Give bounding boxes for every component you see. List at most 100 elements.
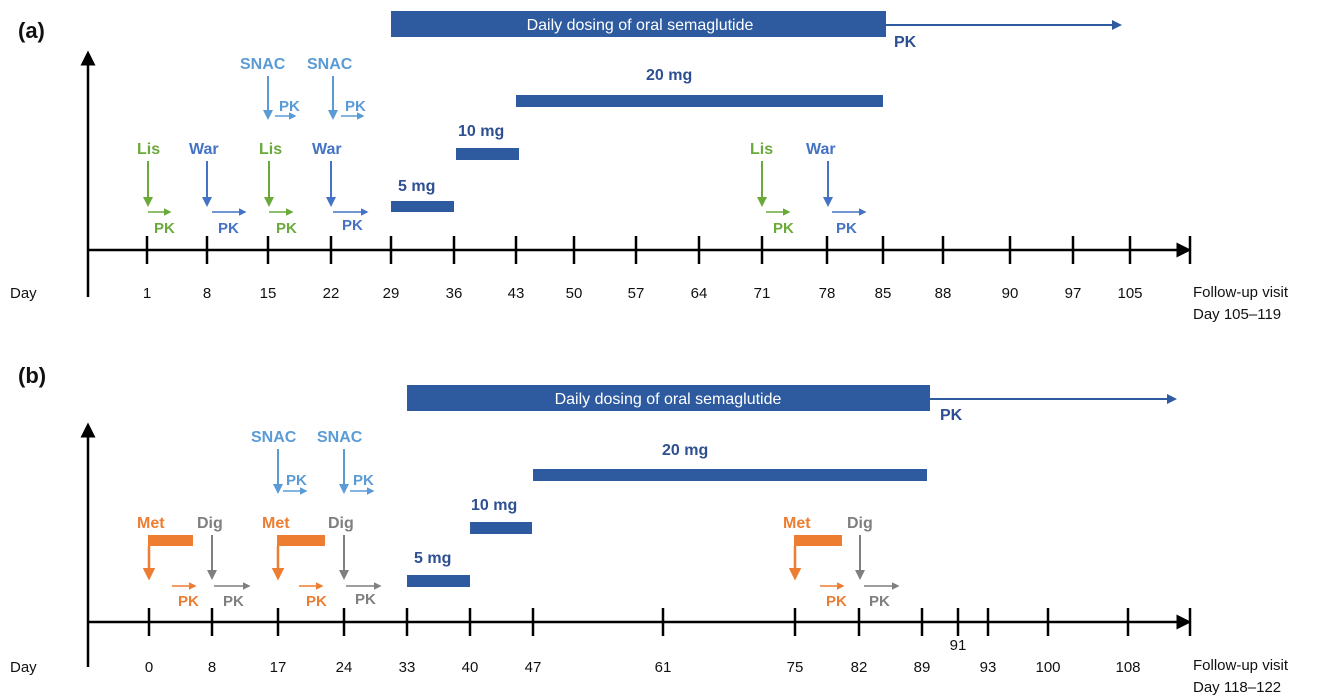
- panel-b-dose-5mg-bar: [407, 575, 470, 587]
- panel-b-tick-label: 40: [462, 659, 479, 676]
- panel-a-lis-label-3: Lis: [750, 141, 773, 158]
- panel-a-pk-label: PK: [894, 34, 917, 51]
- panel-a-tick-label: 57: [628, 285, 645, 302]
- panel-b-snac-label-1: SNAC: [251, 429, 297, 446]
- panel-a-snac-pk-label-2: PK: [345, 98, 366, 115]
- panel-a-tick-label: 29: [383, 285, 400, 302]
- panel-a-followup-line1: Follow-up visit: [1193, 284, 1289, 301]
- panel-a-snac-day22: SNAC PK: [307, 56, 366, 120]
- panel-b-tick-label: 61: [655, 659, 672, 676]
- panel-a-tick-label: 15: [260, 285, 277, 302]
- panel-b-snac-label-2: SNAC: [317, 429, 363, 446]
- panel-a-tick-label: 90: [1002, 285, 1019, 302]
- panel-a-tick-label: 88: [935, 285, 952, 302]
- panel-b-dig-pk-label-2: PK: [355, 591, 376, 608]
- panel-b-tick-label: 91: [950, 637, 967, 654]
- panel-b-dose-20mg-label: 20 mg: [662, 442, 708, 459]
- panel-a-war-label-2: War: [312, 141, 342, 158]
- panel-b-tick-label: 8: [208, 659, 216, 676]
- panel-b-dig-day82: Dig PK: [847, 515, 900, 610]
- panel-b-dig-label-3: Dig: [847, 515, 873, 532]
- panel-b-dig-pk-label-1: PK: [223, 593, 244, 610]
- panel-a-dose-5mg-label: 5 mg: [398, 178, 435, 195]
- panel-a-tick-label: 1: [143, 285, 151, 302]
- panel-a-lis-label-1: Lis: [137, 141, 160, 158]
- panel-b-snac-day24: SNAC PK: [317, 429, 375, 495]
- panel-b-day-label: Day: [10, 659, 37, 676]
- panel-a-snac-label-2: SNAC: [307, 56, 353, 73]
- panel-b-tick-label: 93: [980, 659, 997, 676]
- panel-b-dig-pk-label-3: PK: [869, 593, 890, 610]
- panel-b-met-pk-label-2: PK: [306, 593, 327, 610]
- panel-b-tick-label: 100: [1035, 659, 1060, 676]
- panel-a-lis-label-2: Lis: [259, 141, 282, 158]
- panel-b-followup-line1: Follow-up visit: [1193, 657, 1289, 674]
- panel-a-snac-day15: SNAC PK: [240, 56, 300, 120]
- panel-a-war-pk-label-2: PK: [342, 217, 363, 234]
- panel-a-dose-20mg-label: 20 mg: [646, 67, 692, 84]
- panel-a-tick-label: 105: [1117, 285, 1142, 302]
- panel-b-met-label-3: Met: [783, 515, 811, 532]
- panel-b: (b) 0 8 17 24 33 40 47 61 75 82 89 91 93 100 108 Day F…: [10, 363, 1289, 696]
- panel-a-dosing-bar: [391, 11, 886, 37]
- panel-b-dig-day24: Dig PK: [328, 515, 382, 608]
- panel-a-war-label-1: War: [189, 141, 219, 158]
- panel-a-lis-pk-label-3: PK: [773, 220, 794, 237]
- panel-a-tick-label: 71: [754, 285, 771, 302]
- panel-a-dose-10mg-label: 10 mg: [458, 123, 504, 140]
- panel-a-war-day22: War PK: [312, 141, 369, 234]
- panel-b-met-bar-1: [148, 535, 193, 546]
- panel-b-tick-label: 108: [1115, 659, 1140, 676]
- panel-b-met-pk-label-3: PK: [826, 593, 847, 610]
- panel-a-followup-line2: Day 105–119: [1193, 306, 1281, 323]
- panel-b-met-day75: Met PK: [783, 515, 847, 610]
- panel-b-tick-label: 89: [914, 659, 931, 676]
- panel-a-dosing-bar-label: Daily dosing of oral semaglutide: [527, 17, 754, 34]
- panel-b-dig-label-2: Dig: [328, 515, 354, 532]
- panel-b-dose-5mg-label: 5 mg: [414, 550, 451, 567]
- panel-a-tick-label: 22: [323, 285, 340, 302]
- panel-a-tick-label: 8: [203, 285, 211, 302]
- panel-a-label: (a): [18, 18, 45, 43]
- panel-b-dose-10mg-label: 10 mg: [471, 497, 517, 514]
- panel-a-tick-label: 36: [446, 285, 463, 302]
- panel-b-tick-label: 24: [336, 659, 353, 676]
- panel-b-dose-20mg-bar: [533, 469, 927, 481]
- panel-b-met-pk-label-1: PK: [178, 593, 199, 610]
- panel-b-tick-label: 47: [525, 659, 542, 676]
- panel-b-label: (b): [18, 363, 46, 388]
- panel-b-snac-pk-label-2: PK: [353, 472, 374, 489]
- panel-b-tick-label: 82: [851, 659, 868, 676]
- panel-a-tick-label: 43: [508, 285, 525, 302]
- panel-a-tick-label: 85: [875, 285, 892, 302]
- panel-b-met-day17: Met PK: [262, 515, 327, 610]
- panel-b-dosing-bar-label: Daily dosing of oral semaglutide: [555, 391, 782, 408]
- panel-a-tick-label: 50: [566, 285, 583, 302]
- panel-a-lis-day15: Lis PK: [259, 141, 297, 237]
- panel-b-tick-label: 75: [787, 659, 804, 676]
- panel-a-war-label-3: War: [806, 141, 836, 158]
- panel-a-lis-day71: Lis PK: [750, 141, 794, 237]
- panel-a-war-pk-label-3: PK: [836, 220, 857, 237]
- panel-a-war-pk-label-1: PK: [218, 220, 239, 237]
- panel-b-met-label-1: Met: [137, 515, 165, 532]
- panel-b-snac-day17: SNAC PK: [251, 429, 308, 495]
- panel-a-dose-20mg-bar: [516, 95, 883, 107]
- panel-b-dose-10mg-bar: [470, 522, 532, 534]
- panel-b-dig-label-1: Dig: [197, 515, 223, 532]
- panel-b-met-bar-3: [794, 535, 842, 546]
- panel-b-followup-line2: Day 118–122: [1193, 679, 1281, 696]
- panel-b-pk-label: PK: [940, 407, 963, 424]
- panel-a-tick-label: 64: [691, 285, 708, 302]
- panel-b-met-bar-2: [277, 535, 325, 546]
- panel-a-dose-5mg-bar: [391, 201, 454, 212]
- panel-a-tick-label: 78: [819, 285, 836, 302]
- panel-a-war-day78: War PK: [806, 141, 867, 237]
- panel-a-lis-pk-label-1: PK: [154, 220, 175, 237]
- panel-b-tick-label: 33: [399, 659, 416, 676]
- panel-b-ticks: 0 8 17 24 33 40 47 61 75 82 89 91 93 100 108: [145, 608, 1141, 676]
- panel-a-tick-label: 97: [1065, 285, 1082, 302]
- panel-b-tick-label: 0: [145, 659, 153, 676]
- panel-a: (a) 1 8 15 22 29 36 43 50 57 64 71 78 85 88 90 97 105 Da…: [10, 11, 1289, 323]
- panel-b-met-label-2: Met: [262, 515, 290, 532]
